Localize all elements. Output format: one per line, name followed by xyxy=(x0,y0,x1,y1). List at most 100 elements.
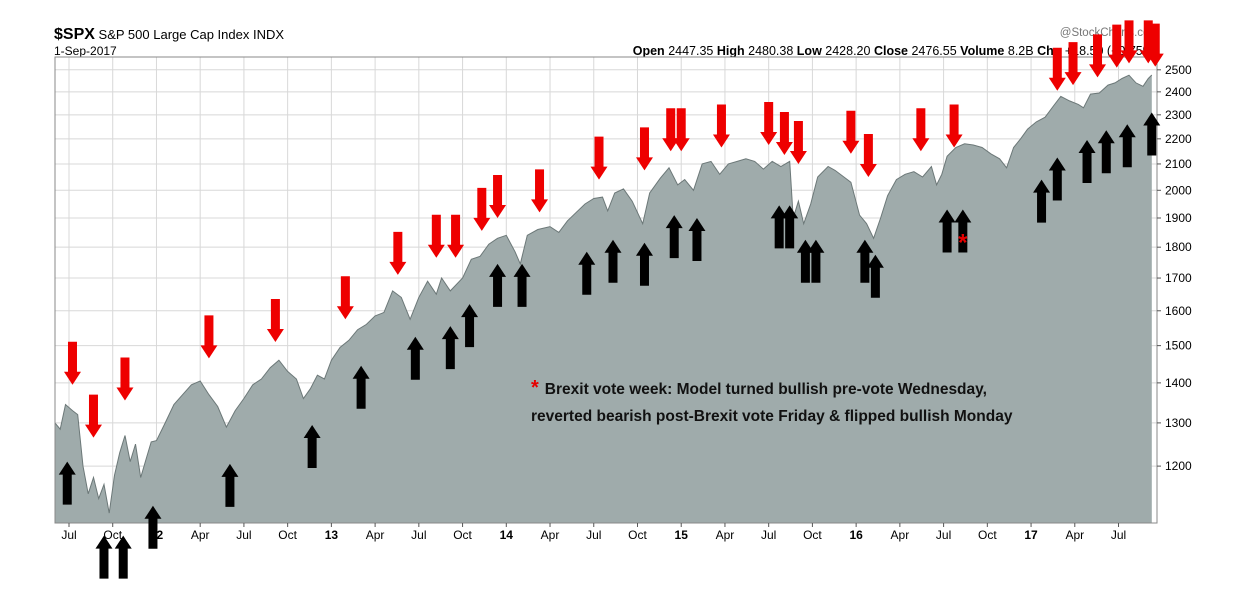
y-tick-label: 2400 xyxy=(1165,85,1192,99)
close-label: Close xyxy=(873,44,908,58)
y-tick-label: 1400 xyxy=(1165,376,1192,390)
exchange-label: INDX xyxy=(253,27,285,42)
black-up-arrow xyxy=(58,461,76,505)
red-down-arrow xyxy=(1089,34,1107,78)
black-up-arrow xyxy=(688,217,706,261)
y-tick-label: 1500 xyxy=(1165,339,1192,353)
x-tick-label: Jul xyxy=(936,528,951,542)
red-down-arrow xyxy=(427,214,445,258)
ohlc-readout: Open 2447.35 High 2480.38 Low 2428.20 Cl… xyxy=(633,44,1158,58)
black-up-arrow xyxy=(954,209,972,253)
y-tick-label: 2300 xyxy=(1165,108,1192,122)
high-value: 2480.38 xyxy=(748,44,794,58)
y-axis: 1200 1300 1400 1500 1600 1700 1800 1900 2000 2100… xyxy=(1157,63,1192,473)
x-tick-label: Apr xyxy=(891,528,910,542)
red-down-arrow xyxy=(1064,42,1082,86)
red-down-arrow xyxy=(912,108,930,152)
x-tick-label: Apr xyxy=(1065,528,1084,542)
red-down-arrow xyxy=(116,357,134,401)
black-up-arrow xyxy=(441,326,459,370)
annotation-star: * xyxy=(531,377,539,399)
black-up-arrow xyxy=(513,263,531,307)
x-tick-label: Jul xyxy=(236,528,251,542)
red-down-arrow xyxy=(336,276,354,320)
x-tick-label: Oct xyxy=(803,528,822,542)
x-tick-label: Jul xyxy=(61,528,76,542)
x-tick-label: Apr xyxy=(191,528,210,542)
black-up-arrow xyxy=(604,239,622,283)
x-tick-label: 17 xyxy=(1024,528,1038,542)
x-tick-label: Oct xyxy=(278,528,297,542)
y-tick-label: 2100 xyxy=(1165,157,1192,171)
red-down-arrow xyxy=(859,133,877,177)
black-up-arrow xyxy=(303,424,321,468)
open-value: 2447.35 xyxy=(668,44,714,58)
y-tick-label: 1700 xyxy=(1165,271,1192,285)
x-tick-label: 15 xyxy=(675,528,689,542)
black-up-arrow xyxy=(114,535,132,579)
black-up-arrow xyxy=(144,505,162,549)
x-tick-label: Jul xyxy=(411,528,426,542)
red-down-arrow xyxy=(1120,20,1138,64)
black-up-arrow xyxy=(578,251,596,295)
y-tick-label: 1300 xyxy=(1165,416,1192,430)
red-down-arrow xyxy=(775,112,793,156)
red-down-arrow xyxy=(672,108,690,152)
black-up-arrow xyxy=(352,365,370,409)
index-name: S&P 500 Large Cap Index xyxy=(98,27,250,42)
price-line xyxy=(54,74,1153,514)
close-value: 2476.55 xyxy=(911,44,957,58)
chart-title: $SPX S&P 500 Large Cap Index INDX xyxy=(54,26,284,44)
x-tick-label: Jul xyxy=(761,528,776,542)
black-up-arrow xyxy=(807,239,825,283)
black-up-arrow xyxy=(866,254,884,298)
y-tick-label: 2000 xyxy=(1165,183,1192,197)
red-down-arrow xyxy=(63,341,81,385)
x-axis: JulOct12AprJulOct13AprJulOct14AprJulOct1… xyxy=(61,523,1126,542)
x-tick-label: Jul xyxy=(1111,528,1126,542)
x-tick-label: Jul xyxy=(586,528,601,542)
x-tick-label: Oct xyxy=(978,528,997,542)
red-down-arrow xyxy=(590,136,608,180)
red-down-arrow xyxy=(712,104,730,148)
annotation-line-2: reverted bearish post-Brexit vote Friday… xyxy=(531,408,1013,425)
red-down-arrow xyxy=(945,104,963,148)
red-down-arrow xyxy=(1146,23,1164,67)
volume-value: 8.2B xyxy=(1007,44,1034,58)
brexit-asterisk: * xyxy=(958,229,968,256)
red-down-arrow xyxy=(389,231,407,275)
low-label: Low xyxy=(796,44,822,58)
x-tick-label: Apr xyxy=(366,528,385,542)
annotation-line-1: * Brexit vote week: Model turned bullish … xyxy=(531,377,987,400)
black-up-arrow xyxy=(461,304,479,348)
open-label: Open xyxy=(632,44,665,58)
x-tick-label: 16 xyxy=(849,528,863,542)
high-label: High xyxy=(716,44,745,58)
black-up-arrow xyxy=(856,239,874,283)
black-up-arrow xyxy=(406,336,424,380)
black-up-arrow xyxy=(221,463,239,507)
red-down-arrow xyxy=(84,394,102,438)
black-up-arrow xyxy=(489,263,507,307)
plot-frame xyxy=(54,56,1158,524)
chart-date: 1-Sep-2017 xyxy=(54,44,117,58)
y-tick-label: 1200 xyxy=(1165,459,1192,473)
x-tick-label: Oct xyxy=(453,528,472,542)
y-tick-label: 2500 xyxy=(1165,63,1192,77)
low-value: 2428.20 xyxy=(825,44,871,58)
black-up-arrow xyxy=(95,535,113,579)
black-up-arrow xyxy=(1048,157,1066,201)
black-up-arrow xyxy=(1118,124,1136,168)
y-tick-label: 1800 xyxy=(1165,240,1192,254)
black-up-arrow xyxy=(938,209,956,253)
x-tick-label: 13 xyxy=(325,528,339,542)
red-down-arrow xyxy=(842,110,860,154)
x-tick-label: Oct xyxy=(628,528,647,542)
black-up-arrow xyxy=(665,215,683,259)
red-down-arrow xyxy=(531,169,549,213)
y-tick-label: 2200 xyxy=(1165,132,1192,146)
volume-label: Volume xyxy=(960,44,1005,58)
y-tick-label: 1600 xyxy=(1165,304,1192,318)
x-tick-label: Oct xyxy=(103,528,122,542)
black-up-arrow xyxy=(1033,179,1051,223)
